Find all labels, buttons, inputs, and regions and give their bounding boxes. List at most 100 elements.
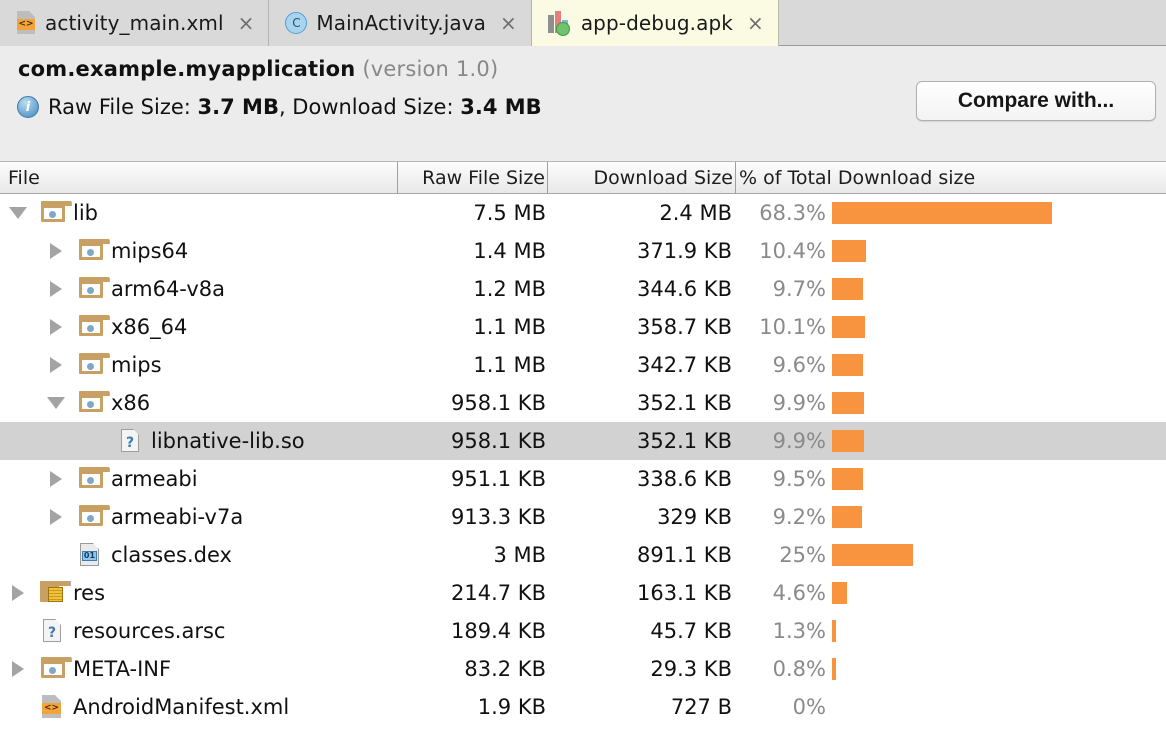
table-row[interactable]: x86 958.1 KB 352.1 KB 9.9%: [0, 384, 1166, 422]
tab-bar-filler: [778, 0, 1166, 45]
cell-download-size: 891.1 KB: [637, 543, 732, 567]
close-icon[interactable]: ×: [746, 11, 764, 35]
file-name-label: lib: [73, 201, 98, 225]
cell-raw-file-size: 214.7 KB: [451, 581, 546, 605]
cell-percent-bar: [832, 688, 1166, 726]
editor-tab-bar: <> activity_main.xml × C MainActivity.java × a…: [0, 0, 1166, 46]
cell-percent-text: 10.1%: [759, 315, 826, 339]
percent-bar: [832, 544, 913, 566]
cell-percent-text: 1.3%: [772, 619, 826, 643]
chevron-right-icon[interactable]: [44, 270, 68, 308]
editor-tab-0[interactable]: <> activity_main.xml ×: [0, 0, 270, 46]
cell-file-name: 01 classes.dex: [0, 536, 398, 574]
file-name-label: arm64-v8a: [111, 277, 225, 301]
table-row[interactable]: 01 classes.dex 3 MB 891.1 KB 25%: [0, 536, 1166, 574]
folder-icon: [78, 505, 110, 529]
download-size-value: 3.4 MB: [460, 95, 542, 119]
folder-icon: [78, 391, 110, 415]
chevron-right-icon[interactable]: [44, 498, 68, 536]
table-row[interactable]: <> AndroidManifest.xml 1.9 KB 727 B 0%: [0, 688, 1166, 726]
percent-bar: [832, 278, 864, 300]
cell-percent-text: 10.4%: [759, 239, 826, 263]
cell-percent-text: 9.7%: [772, 277, 826, 301]
dex-file-icon: 01: [78, 543, 104, 567]
cell-raw-file-size: 958.1 KB: [451, 429, 546, 453]
table-row[interactable]: armeabi 951.1 KB 338.6 KB 9.5%: [0, 460, 1166, 498]
unknown-file-icon: ?: [40, 619, 66, 643]
file-name-label: res: [73, 581, 106, 605]
editor-tab-label: activity_main.xml: [45, 11, 224, 35]
table-row[interactable]: res 214.7 KB 163.1 KB 4.6%: [0, 574, 1166, 612]
table-row[interactable]: x86_64 1.1 MB 358.7 KB 10.1%: [0, 308, 1166, 346]
editor-tab-label: app-debug.apk: [580, 11, 733, 35]
cell-file-name: arm64-v8a: [0, 270, 398, 308]
file-name-label: x86: [111, 391, 151, 415]
table-header-row: File Raw File Size Download Size % of To…: [0, 161, 1166, 194]
cell-percent-bar: [832, 536, 1166, 574]
apk-package-name: com.example.myapplication: [18, 57, 356, 81]
cell-raw-file-size: 1.2 MB: [473, 277, 546, 301]
cell-file-name: armeabi: [0, 460, 398, 498]
compare-with-button[interactable]: Compare with...: [916, 81, 1156, 121]
chevron-right-icon[interactable]: [44, 308, 68, 346]
chevron-right-icon[interactable]: [6, 574, 30, 612]
close-icon[interactable]: ×: [500, 11, 517, 35]
chevron-right-icon[interactable]: [44, 460, 68, 498]
editor-tab-label: MainActivity.java: [316, 11, 487, 35]
cell-file-name: mips: [0, 346, 398, 384]
table-row[interactable]: ? resources.arsc 189.4 KB 45.7 KB 1.3%: [0, 612, 1166, 650]
file-name-label: armeabi: [111, 467, 198, 491]
chevron-down-icon[interactable]: [6, 194, 30, 232]
table-row[interactable]: mips 1.1 MB 342.7 KB 9.6%: [0, 346, 1166, 384]
column-header-file[interactable]: File: [0, 161, 398, 194]
cell-raw-file-size: 913.3 KB: [451, 505, 546, 529]
cell-percent-text: 4.6%: [772, 581, 826, 605]
column-header-raw-file-size[interactable]: Raw File Size: [398, 161, 548, 194]
table-row[interactable]: mips64 1.4 MB 371.9 KB 10.4%: [0, 232, 1166, 270]
cell-percent-text: 0.8%: [772, 657, 826, 681]
info-icon: i: [17, 96, 39, 118]
file-name-label: META-INF: [73, 657, 172, 681]
cell-percent-text: 9.6%: [772, 353, 826, 377]
apk-file-tree: lib 7.5 MB 2.4 MB 68.3% mips64 1.4 MB 371.9 KB…: [0, 194, 1166, 726]
folder-icon: [78, 467, 110, 491]
column-header-percent-of-total[interactable]: % of Total Download size: [739, 166, 976, 189]
table-row[interactable]: armeabi-v7a 913.3 KB 329 KB 9.2%: [0, 498, 1166, 536]
folder-icon: [78, 353, 110, 377]
cell-raw-file-size: 1.9 KB: [477, 695, 546, 719]
cell-percent-bar: [832, 498, 1166, 536]
file-name-label: classes.dex: [111, 543, 232, 567]
percent-bar: [832, 658, 836, 680]
editor-tab-1[interactable]: C MainActivity.java ×: [269, 0, 532, 46]
apk-file-icon: [547, 11, 572, 36]
percent-bar: [832, 240, 866, 262]
cell-raw-file-size: 7.5 MB: [473, 201, 546, 225]
table-row[interactable]: ? libnative-lib.so 958.1 KB 352.1 KB 9.9%: [0, 422, 1166, 460]
folder-icon: [78, 239, 110, 263]
percent-bar: [832, 316, 865, 338]
file-name-label: libnative-lib.so: [151, 429, 305, 453]
chevron-right-icon[interactable]: [44, 232, 68, 270]
cell-percent-bar: [832, 384, 1166, 422]
cell-percent-bar: [832, 460, 1166, 498]
cell-raw-file-size: 189.4 KB: [451, 619, 546, 643]
chevron-right-icon[interactable]: [6, 650, 30, 688]
folder-icon: [40, 201, 72, 225]
cell-percent-bar: [832, 194, 1166, 232]
file-name-label: x86_64: [111, 315, 188, 339]
table-row[interactable]: arm64-v8a 1.2 MB 344.6 KB 9.7%: [0, 270, 1166, 308]
close-icon[interactable]: ×: [237, 11, 255, 35]
table-row[interactable]: lib 7.5 MB 2.4 MB 68.3%: [0, 194, 1166, 232]
column-header-download-size[interactable]: Download Size: [548, 161, 736, 194]
chevron-down-icon[interactable]: [44, 384, 68, 422]
percent-bar: [832, 202, 1052, 224]
editor-tab-2[interactable]: app-debug.apk ×: [531, 0, 779, 46]
percent-bar: [832, 392, 864, 414]
percent-bar: [832, 620, 836, 642]
cell-percent-text: 9.9%: [772, 429, 826, 453]
percent-bar: [832, 430, 864, 452]
table-row[interactable]: META-INF 83.2 KB 29.3 KB 0.8%: [0, 650, 1166, 688]
cell-file-name: armeabi-v7a: [0, 498, 398, 536]
cell-file-name: lib: [0, 194, 398, 232]
chevron-right-icon[interactable]: [44, 346, 68, 384]
